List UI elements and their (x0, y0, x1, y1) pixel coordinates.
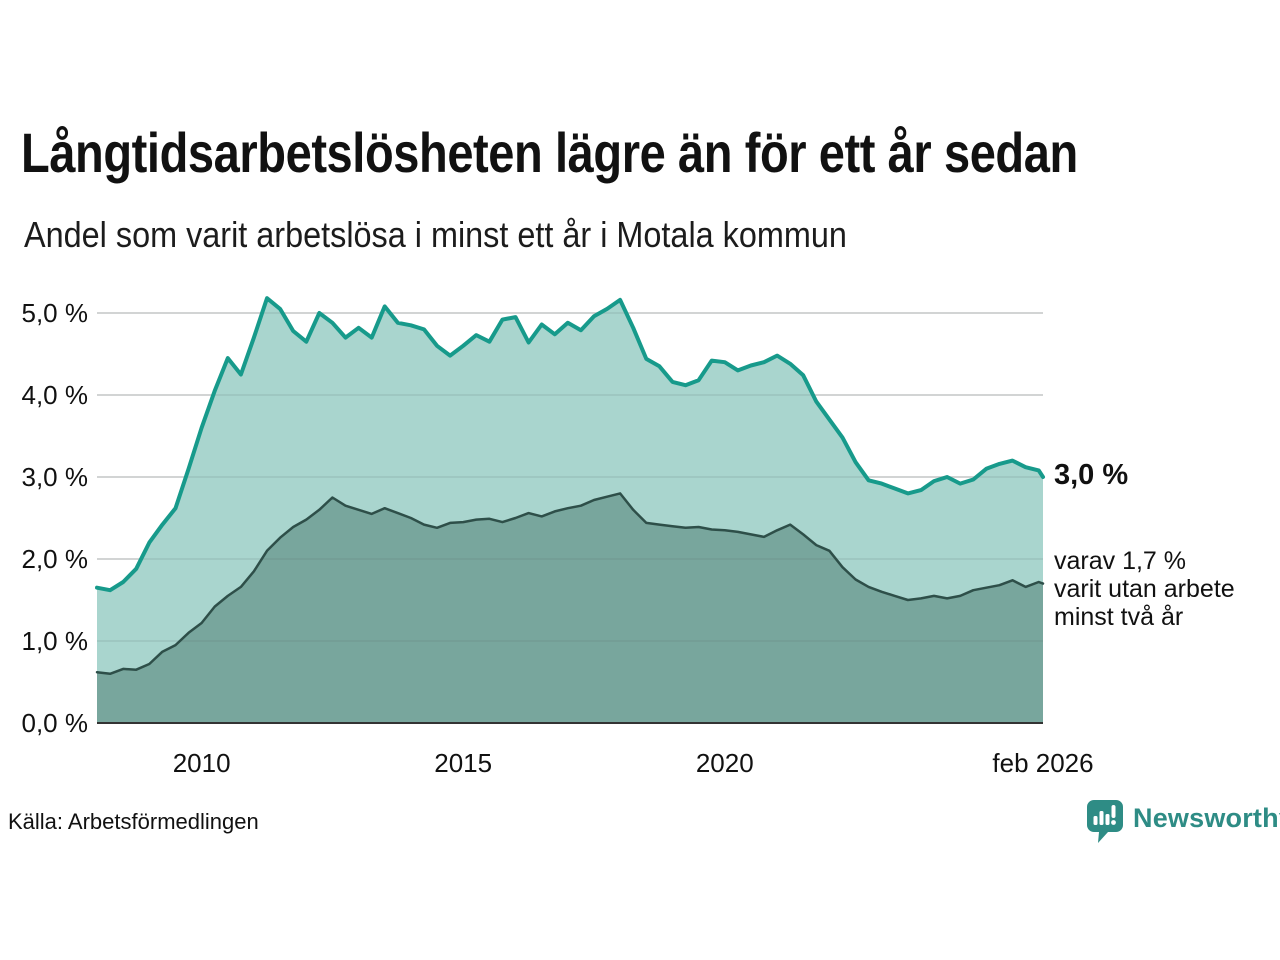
area-unemployed-2yr-plus (97, 493, 1043, 723)
y-tick-label: 3,0 % (21, 462, 89, 492)
line-unemployed-1yr-plus (95, 296, 1045, 593)
y-tick-label: 1,0 % (21, 626, 89, 656)
chart-subtitle: Andel som varit arbetslösa i minst ett å… (24, 214, 847, 255)
y-tick-label: 2,0 % (21, 544, 89, 574)
newsworthy-logo-icon (1087, 800, 1123, 843)
end-value-label: 3,0 % (1054, 459, 1129, 491)
y-tick-label: 5,0 % (21, 298, 89, 328)
y-tick-label: 4,0 % (21, 380, 89, 410)
gridlines-overlay (97, 312, 1043, 642)
x-tick-label: 2015 (434, 748, 493, 778)
end-note: varav 1,7 % varit utan arbete minst två … (1054, 547, 1235, 631)
newsworthy-branding: Newsworthy (1086, 799, 1280, 844)
chart-title: Långtidsarbetslösheten lägre än för ett … (21, 121, 1078, 184)
end-note-line: minst två år (1054, 603, 1184, 631)
source-label: Källa: Arbetsförmedlingen (8, 809, 259, 834)
end-note-line: varav 1,7 % (1054, 547, 1187, 575)
x-tick-label: 2020 (695, 748, 754, 778)
end-note-line: varit utan arbete (1054, 575, 1235, 603)
newsworthy-wordmark: Newsworthy (1133, 803, 1280, 833)
x-tick-label: 2010 (172, 748, 231, 778)
y-tick-label: 0,0 % (21, 708, 89, 738)
x-tick-label: feb 2026 (992, 748, 1094, 778)
line-unemployed-2yr-plus (95, 492, 1045, 676)
